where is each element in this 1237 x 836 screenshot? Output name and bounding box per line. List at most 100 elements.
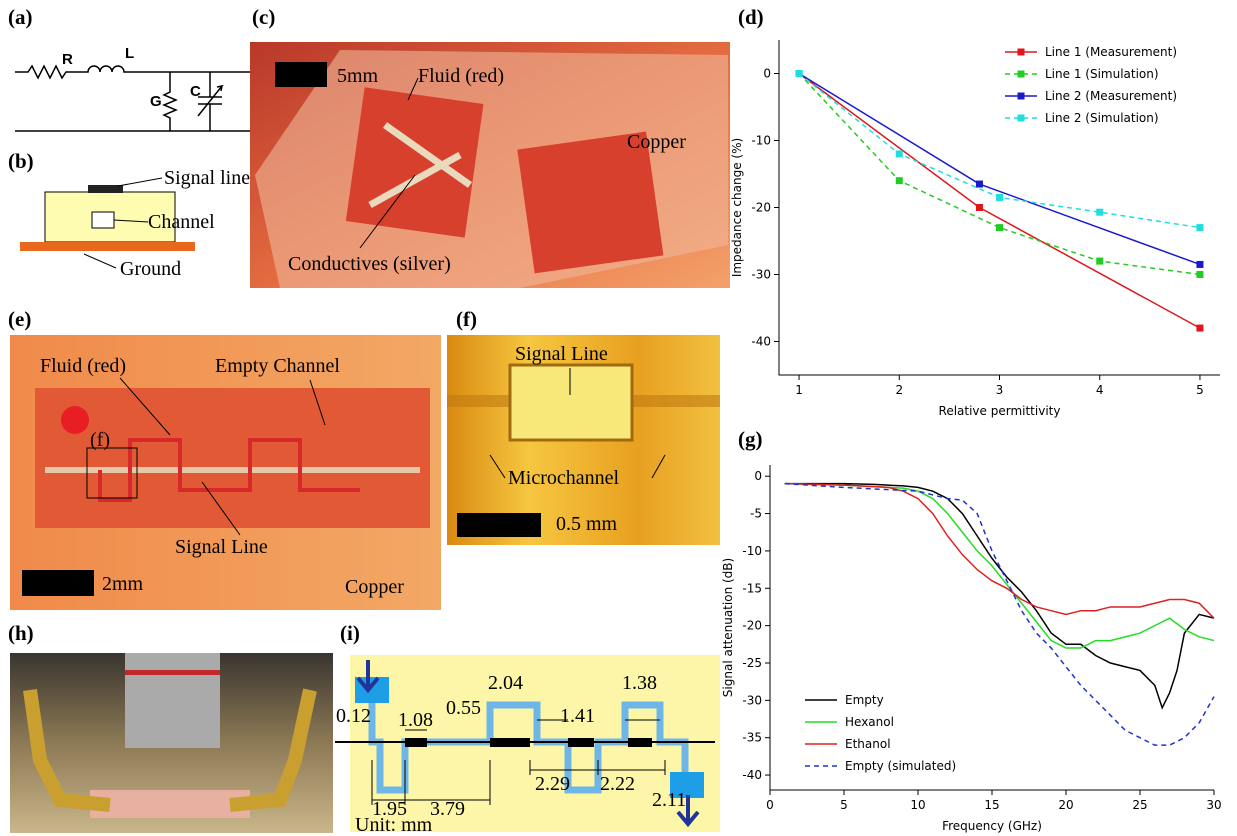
circuit-label: L — [125, 45, 134, 62]
y-tick-label: -15 — [742, 581, 762, 595]
panel-label: (c) — [252, 5, 275, 29]
y-tick-label: -10 — [751, 134, 771, 148]
circuit — [15, 66, 270, 131]
panel-label: (a) — [8, 5, 33, 29]
scale-bar — [275, 62, 327, 87]
annotation: Empty Channel — [215, 355, 340, 377]
legend-label: Empty — [845, 693, 884, 707]
marker — [976, 204, 983, 211]
marker — [896, 177, 903, 184]
panel-label: (d) — [738, 5, 764, 29]
x-axis-label: Relative permittivity — [939, 404, 1061, 418]
y-tick-label: -30 — [751, 268, 771, 282]
annotation: Microchannel — [508, 467, 620, 489]
x-tick-label: 20 — [1058, 798, 1073, 812]
annotation: Signal line — [164, 167, 250, 189]
x-tick-label: 3 — [996, 383, 1004, 397]
figure: (a) (b) (c) (d) (e) (f) (g) (h) (i) R L … — [0, 0, 1237, 836]
y-tick-label: -20 — [751, 201, 771, 215]
channel-box — [92, 212, 114, 228]
photo-signal — [510, 365, 632, 440]
legend-label: Empty (simulated) — [845, 759, 956, 773]
annotation: Ground — [120, 258, 181, 280]
legend-label: Line 2 (Simulation) — [1045, 111, 1159, 125]
y-tick-label: -5 — [750, 507, 762, 521]
photo-pad — [346, 87, 484, 237]
y-tick-label: 0 — [763, 67, 771, 81]
x-tick-label: 1 — [795, 383, 803, 397]
annotation: Signal Line — [515, 343, 608, 365]
photo-pad — [35, 388, 430, 528]
marker — [1196, 271, 1203, 278]
marker — [976, 181, 983, 188]
x-tick-label: 5 — [1196, 383, 1204, 397]
y-tick-label: -40 — [751, 335, 771, 349]
panel-label: (h) — [8, 621, 34, 645]
marker — [1096, 258, 1103, 265]
marker — [796, 70, 803, 77]
panel-label: (g) — [738, 427, 763, 451]
unit-note: Unit: mm — [355, 814, 433, 836]
y-tick-label: -30 — [742, 693, 762, 707]
annotation: (f) — [90, 429, 110, 451]
scale-bar — [22, 570, 94, 596]
dimension: 0.12 — [336, 705, 371, 727]
photo-fluid — [61, 406, 89, 434]
circuit-label: R — [62, 51, 73, 68]
series-line — [785, 484, 1214, 618]
x-tick-label: 30 — [1206, 798, 1221, 812]
photo-objective — [125, 653, 220, 748]
annotation: Fluid (red) — [418, 65, 504, 87]
x-tick-label: 0 — [766, 798, 774, 812]
marker — [1196, 325, 1203, 332]
marker — [1196, 261, 1203, 268]
dimension: 1.38 — [622, 672, 657, 694]
legend-label: Hexanol — [845, 715, 894, 729]
dimension: 2.29 — [535, 773, 570, 795]
annotation: Fluid (red) — [40, 355, 126, 377]
legend-marker — [1018, 93, 1025, 100]
legend-label: Ethanol — [845, 737, 891, 751]
dimension: 0.55 — [446, 697, 481, 719]
y-axis-label: Impedance change (%) — [730, 138, 744, 277]
y-tick-label: -40 — [742, 768, 762, 782]
dimension: 2.11 — [652, 789, 686, 811]
marker — [1196, 224, 1203, 231]
marker — [896, 150, 903, 157]
y-tick-label: -10 — [742, 544, 762, 558]
marker — [996, 194, 1003, 201]
x-tick-label: 15 — [984, 798, 999, 812]
annotation: 0.5 mm — [556, 513, 618, 535]
annotation: 5mm — [337, 65, 379, 87]
dimension: 1.08 — [398, 709, 433, 731]
circuit-label: G — [150, 93, 162, 110]
marker — [1096, 209, 1103, 216]
panel-label: (b) — [8, 149, 34, 173]
y-tick-label: 0 — [754, 469, 762, 483]
legend-marker — [1018, 71, 1025, 78]
annotation: Channel — [148, 211, 215, 233]
x-tick-label: 4 — [1096, 383, 1104, 397]
annotation: Copper — [627, 131, 686, 153]
x-tick-label: 25 — [1132, 798, 1147, 812]
x-tick-label: 10 — [910, 798, 925, 812]
annotation: Signal Line — [175, 536, 268, 558]
legend-label: Line 1 (Simulation) — [1045, 67, 1159, 81]
legend-label: Line 1 (Measurement) — [1045, 45, 1177, 59]
panel-label: (e) — [8, 307, 31, 331]
legend-marker — [1018, 49, 1025, 56]
annotation: Copper — [345, 576, 404, 598]
marker — [996, 224, 1003, 231]
dimension: 2.04 — [488, 672, 523, 694]
signal-strip — [88, 185, 123, 193]
scale-bar — [457, 513, 541, 537]
annotation: 2mm — [102, 573, 144, 595]
series-line — [785, 484, 1214, 708]
dimension: 2.22 — [600, 773, 635, 795]
y-axis-label: Signal attenuation (dB) — [721, 558, 735, 697]
series-line — [799, 74, 1200, 275]
x-tick-label: 2 — [895, 383, 903, 397]
panel-label: (f) — [456, 307, 477, 331]
y-tick-label: -20 — [742, 619, 762, 633]
annotation: Conductives (silver) — [288, 253, 451, 275]
